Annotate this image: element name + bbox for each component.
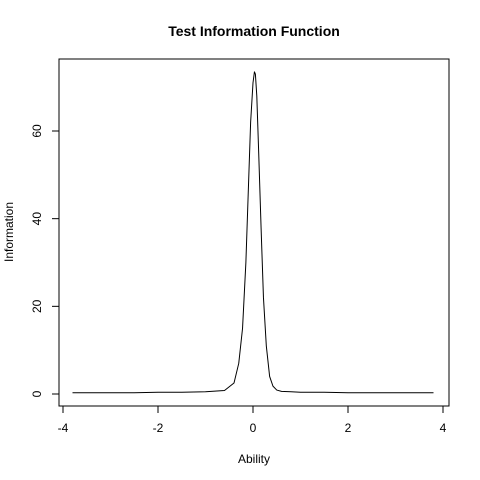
x-tick-label: -4: [58, 421, 69, 435]
chart-title: Test Information Function: [168, 23, 340, 39]
y-axis: 0 20 40 60: [30, 124, 60, 397]
x-tick-label: 2: [345, 421, 352, 435]
series-layer: [72, 71, 434, 394]
x-tick-label: 0: [250, 421, 257, 435]
y-tick-label: 40: [30, 212, 44, 226]
y-tick-label: 20: [30, 299, 44, 313]
information-curve: [72, 71, 434, 394]
x-axis: -4 -2 0 2 4: [58, 405, 447, 435]
y-tick-label: 0: [30, 390, 44, 397]
x-tick-label: 4: [440, 421, 447, 435]
plot-frame: [58, 58, 450, 407]
x-tick-label: -2: [153, 421, 164, 435]
y-tick-label: 60: [30, 124, 44, 138]
x-axis-label: Ability: [238, 452, 270, 466]
y-axis-label: Information: [2, 202, 16, 262]
